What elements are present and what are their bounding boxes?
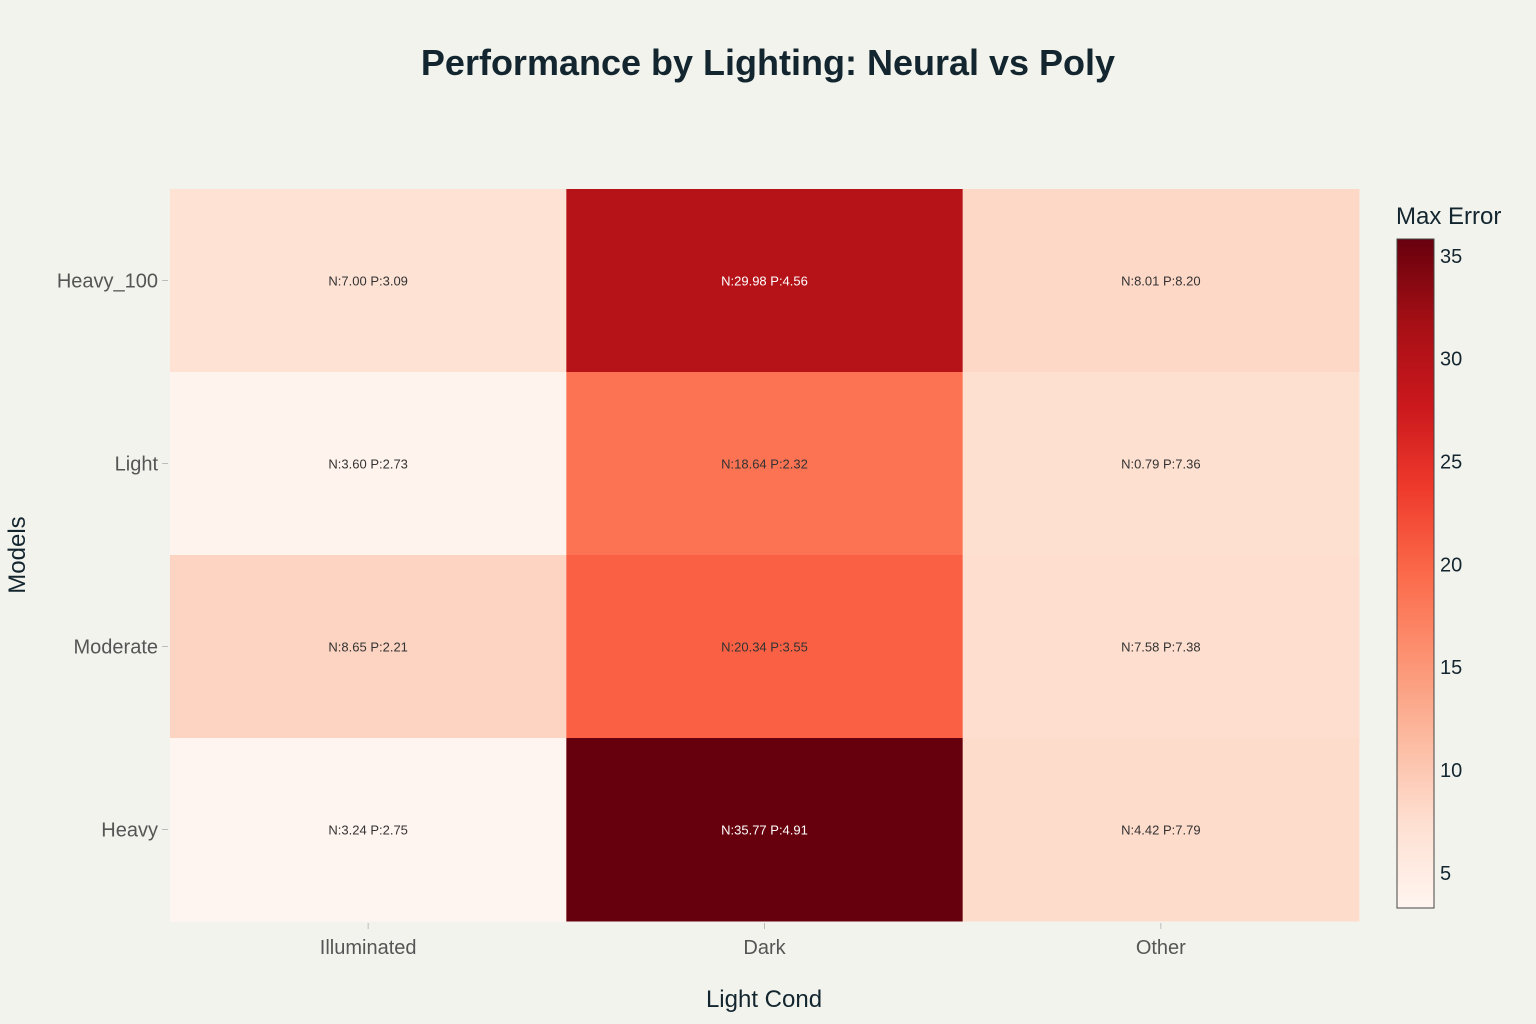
cell-label: N:7.00 P:3.09 xyxy=(328,274,408,289)
y-axis-title: Models xyxy=(4,516,31,593)
heatmap-cell xyxy=(566,738,964,922)
cell-label: N:35.77 P:4.91 xyxy=(721,823,808,838)
colorbar-tick-label: 10 xyxy=(1440,760,1462,782)
colorbar: 5 10 15 20 25 30 35 xyxy=(1396,238,1462,909)
x-tick-label: Dark xyxy=(743,937,786,959)
colorbar-bar xyxy=(1396,238,1435,909)
colorbar-tick-label: 35 xyxy=(1440,246,1462,268)
heatmap-cell xyxy=(962,189,1360,373)
y-axis-ticks: Heavy_100 Light Moderate Heavy xyxy=(57,271,168,842)
cell-label: N:0.79 P:7.36 xyxy=(1121,457,1201,472)
heatmap-cell xyxy=(566,555,964,739)
y-tick-label: Heavy xyxy=(101,820,158,842)
cell-label: N:29.98 P:4.56 xyxy=(721,274,808,289)
heatmap-cell xyxy=(566,189,964,373)
colorbar-tick-label: 25 xyxy=(1440,451,1462,473)
y-tick-label: Light xyxy=(115,454,159,476)
cell-label: N:3.60 P:2.73 xyxy=(328,457,408,472)
colorbar-tick-label: 20 xyxy=(1440,554,1462,576)
cell-label: N:20.34 P:3.55 xyxy=(721,640,808,655)
cell-label: N:4.42 P:7.79 xyxy=(1121,823,1201,838)
heatmap-cell xyxy=(170,738,567,922)
x-tick-label: Other xyxy=(1136,937,1186,959)
y-tick-label: Heavy_100 xyxy=(57,271,158,293)
colorbar-tick-label: 15 xyxy=(1440,657,1462,679)
cell-label: N:7.58 P:7.38 xyxy=(1121,640,1201,655)
y-tick-label: Moderate xyxy=(74,637,159,659)
heatmap-cells: N:7.00 P:3.09 N:29.98 P:4.56 N:8.01 P:8.20… xyxy=(170,189,1360,922)
x-axis-title: Light Cond xyxy=(706,986,822,1013)
heatmap-cell xyxy=(962,738,1360,922)
chart-title: Performance by Lighting: Neural vs Poly xyxy=(421,42,1115,83)
heatmap-cell xyxy=(962,555,1360,739)
cell-label: N:3.24 P:2.75 xyxy=(328,823,408,838)
heatmap-cell xyxy=(566,372,964,556)
cell-label: N:8.65 P:2.21 xyxy=(328,640,408,655)
x-axis-ticks: Illuminated Dark Other xyxy=(320,923,1186,959)
x-tick-label: Illuminated xyxy=(320,937,417,959)
heatmap-cell xyxy=(170,372,567,556)
cell-label: N:18.64 P:2.32 xyxy=(721,457,808,472)
colorbar-tick-label: 5 xyxy=(1440,863,1451,885)
colorbar-tick-label: 30 xyxy=(1440,349,1462,371)
colorbar-title: Max Error xyxy=(1396,203,1501,230)
heatmap-cell xyxy=(962,372,1360,556)
cell-label: N:8.01 P:8.20 xyxy=(1121,274,1201,289)
heatmap-cell xyxy=(170,189,567,373)
heatmap-cell xyxy=(170,555,567,739)
